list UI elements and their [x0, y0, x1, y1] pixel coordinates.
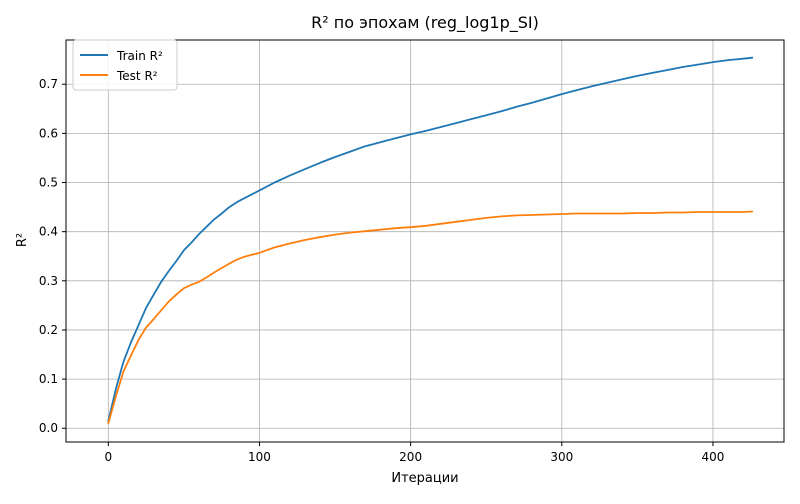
y-tick-label: 0.5 [39, 176, 58, 190]
y-tick-label: 0.6 [39, 126, 58, 140]
legend-box [72, 39, 178, 91]
x-tick-label: 200 [399, 450, 422, 464]
x-tick-label: 0 [105, 450, 113, 464]
y-tick-label: 0.4 [39, 225, 58, 239]
plot-frame [65, 39, 785, 443]
y-axis-label: R² [15, 233, 30, 247]
y-tick-label: 0.2 [39, 323, 58, 337]
train-r2-line [107, 56, 754, 422]
legend-label-train: Train R² [116, 49, 163, 63]
x-axis-ticks: 0 100 200 300 400 [105, 442, 725, 464]
grid [66, 40, 784, 442]
test-r2-line [107, 210, 754, 425]
x-axis-label: Итерации [391, 471, 458, 486]
y-axis-ticks: 0.0 0.1 0.2 0.3 0.4 0.5 0.6 0.7 [39, 77, 66, 435]
x-tick-label: 100 [248, 450, 271, 464]
y-tick-label: 0.1 [39, 372, 58, 386]
y-tick-label: 0.7 [39, 77, 58, 91]
y-tick-label: 0.0 [39, 421, 58, 435]
x-tick-label: 300 [550, 450, 573, 464]
legend: Train R² Test R² [72, 39, 178, 91]
series-layer [107, 56, 754, 425]
y-tick-label: 0.3 [39, 274, 58, 288]
legend-label-test: Test R² [116, 69, 158, 83]
chart-title: R² по эпохам (reg_log1p_SI) [311, 13, 539, 33]
x-tick-label: 400 [702, 450, 725, 464]
